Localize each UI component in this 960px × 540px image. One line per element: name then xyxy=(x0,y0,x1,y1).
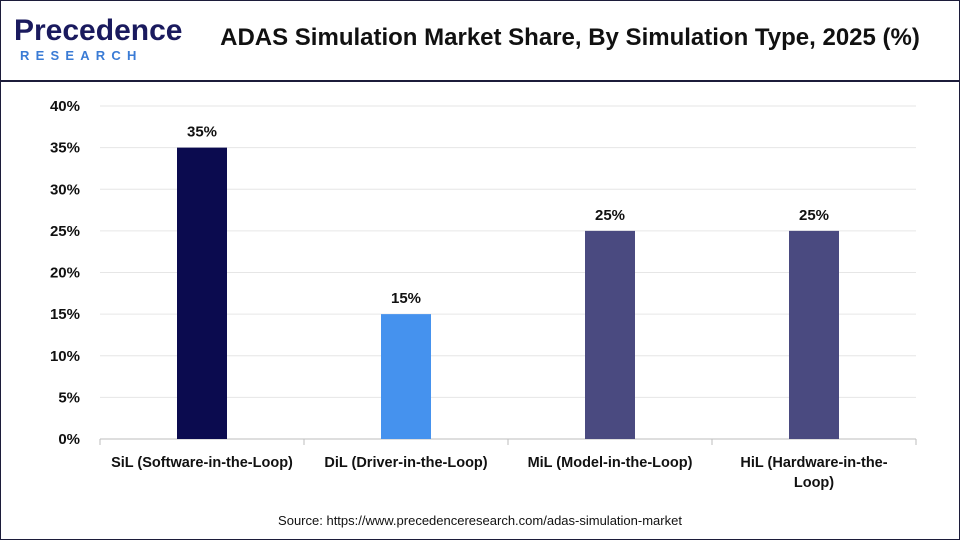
header: Precedence RESEARCH ADAS Simulation Mark… xyxy=(0,0,960,80)
x-tick-label: MiL (Model-in-the-Loop) xyxy=(528,455,693,471)
data-label: 25% xyxy=(799,207,829,224)
bar xyxy=(789,230,839,439)
data-label: 35% xyxy=(187,124,217,141)
y-tick-label: 0% xyxy=(58,431,80,448)
header-divider xyxy=(0,80,960,82)
x-tick-label: HiL (Hardware-in-the- xyxy=(740,455,887,471)
bar xyxy=(177,147,227,439)
x-tick-label: DiL (Driver-in-the-Loop) xyxy=(324,455,487,471)
brand-logo: Precedence RESEARCH xyxy=(14,14,182,66)
y-tick-label: 20% xyxy=(50,265,80,282)
bar-chart: 0% 5% 10% 15% 20% 25% 30% 35% 40% 35% SiL (Softwar… xyxy=(50,98,917,491)
chart-title: ADAS Simulation Market Share, By Simulat… xyxy=(220,24,920,51)
logo-wordmark: Precedence xyxy=(14,14,183,47)
y-tick-label: 10% xyxy=(50,348,80,365)
y-tick-label: 40% xyxy=(50,98,80,115)
y-tick-label: 15% xyxy=(50,306,80,323)
y-tick-label: 25% xyxy=(50,223,80,240)
x-tick-label: SiL (Software-in-the-Loop) xyxy=(111,455,293,471)
data-label: 15% xyxy=(391,290,421,307)
bar xyxy=(585,230,635,439)
y-tick-label: 5% xyxy=(58,389,80,406)
y-tick-label: 35% xyxy=(50,140,80,157)
logo-subtext: RESEARCH xyxy=(20,48,143,63)
data-label: 25% xyxy=(595,207,625,224)
x-tick-label: Loop) xyxy=(794,475,834,491)
bar xyxy=(381,314,431,439)
source-note: Source: https://www.precedenceresearch.c… xyxy=(278,513,682,528)
y-tick-label: 30% xyxy=(50,181,80,198)
